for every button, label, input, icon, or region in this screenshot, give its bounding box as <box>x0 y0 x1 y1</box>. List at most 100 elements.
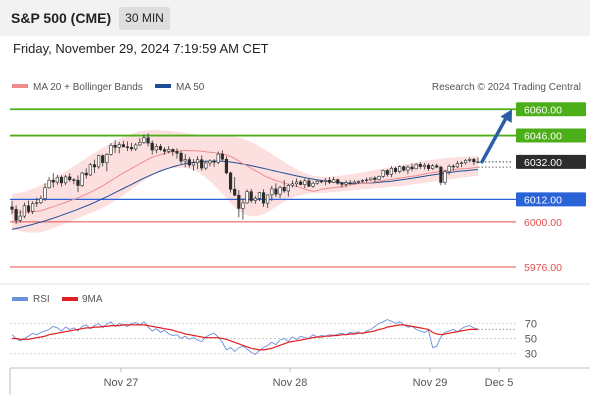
candle-body <box>158 146 163 150</box>
candle-body <box>377 175 381 180</box>
candle-body <box>241 202 245 209</box>
rsi-legend-label: RSI <box>33 294 50 305</box>
candle-body <box>340 182 344 185</box>
ma50-legend-label: MA 50 <box>176 82 205 93</box>
candle-body <box>381 170 385 177</box>
candle-body <box>233 188 237 196</box>
candle-body <box>59 176 64 184</box>
candle-body <box>344 182 348 185</box>
level-labels: 6060.00 6046.00 6032.00 6012.00 6000.00 5976.… <box>516 102 586 274</box>
bollinger-bands <box>12 129 478 233</box>
candle-body <box>451 165 455 168</box>
level-label-6000-00: 6000.00 <box>524 217 562 229</box>
candle-body <box>270 188 274 196</box>
candle-body <box>290 183 295 186</box>
candle-body <box>10 206 14 210</box>
candle-body <box>121 144 125 148</box>
candle-body <box>109 145 113 155</box>
candle-body <box>315 180 319 184</box>
candle-body <box>117 144 121 148</box>
rsi-panel: 70 50 30 <box>10 318 537 361</box>
candle-body <box>51 179 55 183</box>
candle-body <box>410 166 414 170</box>
candle-body <box>282 187 286 192</box>
candle-body <box>224 158 229 174</box>
candle-body <box>373 177 377 180</box>
chart-header: S&P 500 (CME) 30 MIN <box>0 0 590 36</box>
candle-body <box>464 160 468 164</box>
candle-body <box>146 137 150 144</box>
candle-body <box>459 162 464 165</box>
candle-body <box>237 194 241 209</box>
candle-body <box>220 153 224 160</box>
candle-body <box>439 166 443 183</box>
candle-body <box>179 152 183 162</box>
level-label-6060-00: 6060.00 <box>524 104 562 116</box>
candle-body <box>204 162 208 169</box>
candle-body <box>208 160 212 164</box>
candle-body <box>76 179 80 186</box>
candle-body <box>18 215 22 221</box>
candle-body <box>55 176 59 183</box>
datetime-label: Friday, November 29, 2024 7:19:59 AM CET <box>13 41 269 56</box>
candle-body <box>129 147 134 150</box>
candle-body <box>476 161 480 163</box>
candle-body <box>253 197 257 201</box>
candle-body <box>406 166 410 171</box>
candle-body <box>31 203 35 212</box>
candle-body <box>245 191 249 204</box>
rsi-tick-30: 30 <box>525 349 537 361</box>
candle-body <box>97 155 101 168</box>
candle-body <box>435 165 439 168</box>
ma20-legend-label: MA 20 + Bollinger Bands <box>33 82 143 93</box>
bollinger-band-area <box>12 129 478 233</box>
candle-body <box>385 170 389 175</box>
candle-body <box>426 164 431 169</box>
candle-body <box>369 177 373 181</box>
projection-arrow-shaft <box>480 114 509 164</box>
candle-body <box>162 149 167 152</box>
x-label-dec-5: Dec 5 <box>485 377 514 389</box>
candle-body <box>150 142 154 151</box>
candle-body <box>88 164 92 176</box>
level-box-6060-00 <box>516 102 586 117</box>
candle-body <box>142 137 146 143</box>
candle-body <box>105 154 109 163</box>
candle-body <box>286 185 290 192</box>
candle-body <box>64 176 68 184</box>
candle-body <box>175 151 179 154</box>
candle-body <box>311 182 315 187</box>
candle-body <box>303 180 307 185</box>
projection-arrow <box>480 109 512 164</box>
projection-arrow-head <box>500 109 512 123</box>
level-label-6012-00: 6012.00 <box>524 194 562 206</box>
candle-body <box>72 179 76 181</box>
candle-body <box>216 153 220 163</box>
candle-body <box>47 179 51 189</box>
candle-body <box>274 188 278 195</box>
candle-body <box>167 149 171 152</box>
level-box-6032-00 <box>516 154 586 169</box>
candle-body <box>26 205 31 212</box>
candle-body <box>393 168 398 172</box>
candle-body <box>332 179 336 183</box>
level-box-6046-00 <box>516 128 586 143</box>
candle-body <box>228 172 233 190</box>
candle-body <box>134 144 138 150</box>
candle-body <box>360 180 365 182</box>
candle-body <box>327 179 332 183</box>
candle-body <box>422 164 426 167</box>
candle-body <box>257 192 262 199</box>
candle-body <box>68 176 72 180</box>
candle-body <box>191 162 196 166</box>
candle-body <box>336 179 340 184</box>
candle-body <box>443 171 447 183</box>
candle-body <box>261 192 266 204</box>
rsi-tick-70: 70 <box>525 318 537 330</box>
candle-body <box>455 163 459 168</box>
candle-body <box>389 168 393 175</box>
candle-body <box>125 146 130 148</box>
timeframe-badge[interactable]: 30 MIN <box>119 7 170 30</box>
candle-body <box>154 146 158 151</box>
rsi-line <box>11 319 479 355</box>
